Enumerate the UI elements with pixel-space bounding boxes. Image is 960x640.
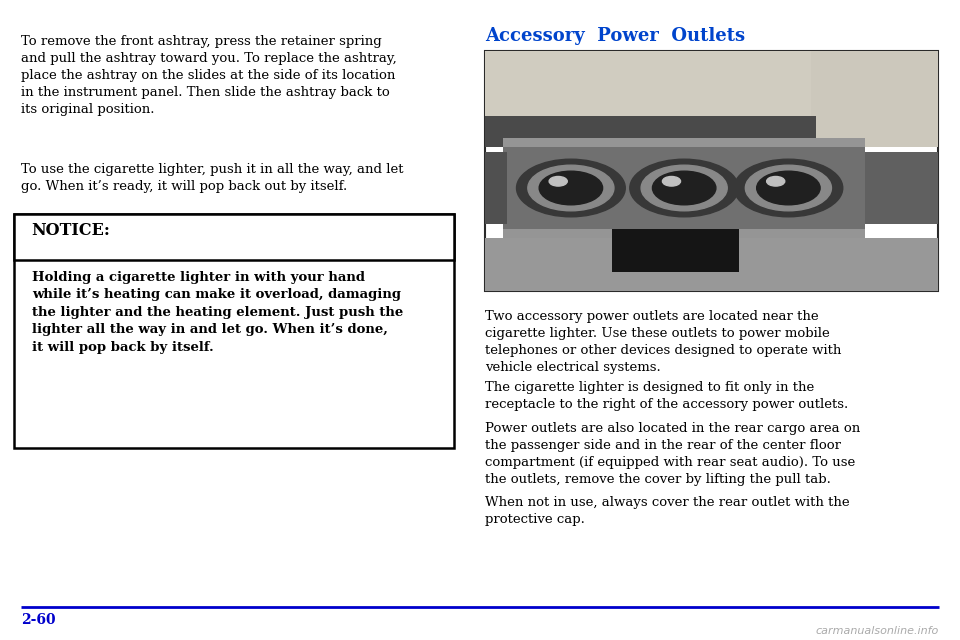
Circle shape <box>767 177 784 186</box>
Text: When not in use, always cover the rear outlet with the
protective cap.: When not in use, always cover the rear o… <box>485 496 850 526</box>
Circle shape <box>662 177 681 186</box>
Text: Accessory  Power  Outlets: Accessory Power Outlets <box>485 27 745 45</box>
Circle shape <box>641 165 728 211</box>
Bar <box>503 138 865 238</box>
Text: To remove the front ashtray, press the retainer spring
and pull the ashtray towa: To remove the front ashtray, press the r… <box>21 35 396 116</box>
Bar <box>503 147 865 228</box>
Circle shape <box>528 165 614 211</box>
Circle shape <box>653 171 716 205</box>
Bar <box>14 214 454 448</box>
Bar <box>865 152 938 224</box>
Circle shape <box>630 159 738 217</box>
Bar <box>485 51 938 291</box>
Circle shape <box>734 159 843 217</box>
Bar <box>485 152 508 224</box>
Text: NOTICE:: NOTICE: <box>32 222 110 239</box>
Text: Holding a cigarette lighter in with your hand
while it’s heating can make it ove: Holding a cigarette lighter in with your… <box>32 271 403 354</box>
Bar <box>811 51 938 147</box>
Bar <box>612 228 738 272</box>
Bar <box>485 238 938 291</box>
Circle shape <box>549 177 567 186</box>
Text: carmanualsonline.info: carmanualsonline.info <box>816 626 939 636</box>
Bar <box>14 214 454 260</box>
Circle shape <box>756 171 820 205</box>
Bar <box>485 116 816 147</box>
Circle shape <box>745 165 831 211</box>
Text: 2-60: 2-60 <box>21 613 56 627</box>
Circle shape <box>540 171 603 205</box>
Text: To use the cigarette lighter, push it in all the way, and let
go. When it’s read: To use the cigarette lighter, push it in… <box>21 163 403 193</box>
Text: Power outlets are also located in the rear cargo area on
the passenger side and : Power outlets are also located in the re… <box>485 422 860 486</box>
Bar <box>485 51 938 118</box>
Text: The cigarette lighter is designed to fit only in the
receptacle to the right of : The cigarette lighter is designed to fit… <box>485 381 848 411</box>
Text: Two accessory power outlets are located near the
cigarette lighter. Use these ou: Two accessory power outlets are located … <box>485 310 841 374</box>
Circle shape <box>516 159 625 217</box>
